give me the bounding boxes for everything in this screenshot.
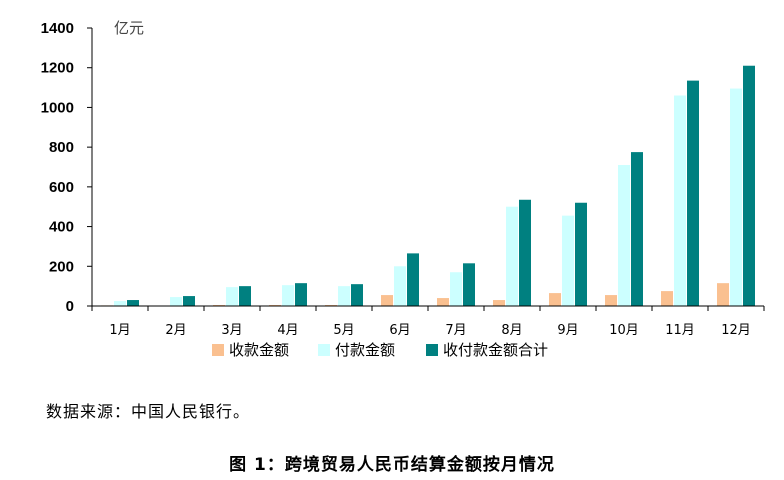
y-tick-label: 400 — [49, 219, 74, 236]
bar-chart: 0 200 400 600 800 1000 1200 1400 亿元 1月 2月 3月 4月 5月 6… — [41, 19, 765, 359]
x-tick-label: 12月 — [721, 323, 751, 338]
bar-2 — [450, 272, 462, 306]
x-tick-label: 2月 — [165, 323, 186, 338]
x-tick-label: 7月 — [445, 323, 466, 338]
bar-2 — [170, 297, 182, 306]
bar-2 — [562, 215, 574, 306]
bar-3 — [239, 286, 251, 306]
bar-3 — [295, 283, 307, 306]
legend: 收款金额 付款金额 收付款金额合计 — [212, 341, 548, 359]
x-tick-label: 11月 — [665, 323, 695, 338]
bar-1 — [493, 300, 505, 306]
bar-3 — [631, 152, 643, 306]
bar-2 — [114, 301, 126, 306]
bar-3 — [519, 199, 531, 306]
bar-2 — [674, 95, 686, 306]
bar-3 — [183, 296, 195, 306]
bar-2 — [394, 266, 406, 306]
legend-label: 收付款金额合计 — [443, 341, 548, 359]
y-tick-label: 600 — [49, 179, 74, 196]
bar-1 — [661, 291, 673, 306]
bars — [101, 65, 755, 306]
y-tick-label: 1200 — [41, 60, 74, 77]
bar-3 — [407, 253, 419, 306]
bar-2 — [618, 165, 630, 306]
bar-1 — [549, 293, 561, 306]
bar-1 — [717, 283, 729, 306]
bar-1 — [437, 298, 449, 306]
bar-2 — [506, 206, 518, 306]
legend-label: 付款金额 — [335, 341, 395, 359]
bar-3 — [743, 65, 755, 306]
bar-1 — [605, 295, 617, 306]
bar-2 — [226, 287, 238, 306]
y-axis-unit-label: 亿元 — [114, 19, 144, 37]
bar-2 — [338, 286, 350, 306]
bar-3 — [463, 263, 475, 306]
y-axis: 0 200 400 600 800 1000 1200 1400 — [41, 20, 93, 315]
bar-3 — [351, 284, 363, 306]
legend-swatch — [318, 344, 330, 356]
legend-label: 收款金额 — [229, 341, 289, 359]
legend-swatch — [426, 344, 438, 356]
bar-3 — [687, 80, 699, 306]
bar-3 — [127, 300, 139, 306]
y-tick-label: 800 — [49, 139, 74, 156]
x-tick-label: 1月 — [109, 323, 130, 338]
legend-swatch — [212, 344, 224, 356]
x-tick-label: 6月 — [389, 323, 410, 338]
x-tick-label: 3月 — [221, 323, 242, 338]
bar-2 — [730, 88, 742, 306]
source-note: 数据来源：中国人民银行。 — [46, 402, 251, 421]
x-tick-label: 9月 — [557, 323, 578, 338]
y-tick-label: 200 — [49, 258, 74, 275]
x-tick-label: 4月 — [277, 323, 298, 338]
x-tick-label: 10月 — [609, 323, 639, 338]
y-tick-label: 1000 — [41, 99, 74, 116]
x-axis: 1月 2月 3月 4月 5月 6月 7月 8月 9月 10月 11月 12月 — [91, 305, 765, 338]
x-tick-label: 8月 — [501, 323, 522, 338]
bar-2 — [282, 285, 294, 306]
x-tick-label: 5月 — [333, 323, 354, 338]
y-tick-label: 0 — [66, 298, 74, 315]
bar-3 — [575, 202, 587, 306]
figure-caption: 图 1：跨境贸易人民币结算金额按月情况 — [229, 455, 555, 475]
y-tick-label: 1400 — [41, 20, 74, 37]
bar-1 — [381, 295, 393, 306]
